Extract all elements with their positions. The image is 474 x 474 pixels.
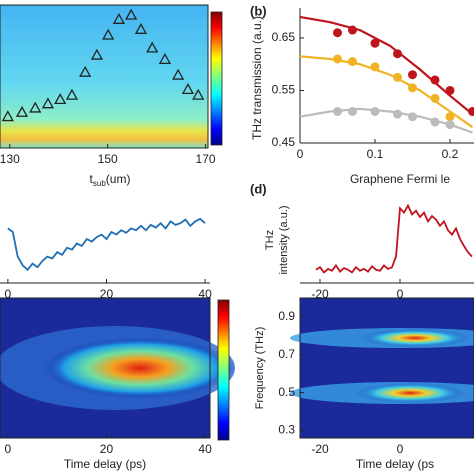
triangle-marker [146, 41, 159, 53]
x-label-main: t [90, 172, 94, 186]
triangle-marker [181, 83, 195, 95]
y-tick-label: 0.5 [278, 385, 295, 399]
x-axis-label: tsub(um) [90, 172, 131, 188]
fit-line [299, 15, 474, 115]
x-tick-label: -20 [311, 287, 329, 301]
triangle-marker [15, 105, 29, 117]
fit-line [299, 55, 474, 129]
x-label-unit: (um) [106, 172, 131, 186]
frame [0, 4, 209, 149]
data-point [333, 54, 342, 64]
x-tick-label: 40 [198, 287, 212, 301]
x-axis-label: Graphene Fermi le [350, 172, 450, 186]
triangle-marker [29, 101, 42, 113]
spectrogram-band [45, 338, 235, 398]
data-point [348, 25, 357, 35]
triangle-marker [54, 93, 67, 105]
y-tick-label: 0.45 [272, 135, 296, 149]
triangle-marker [158, 53, 172, 64]
x-tick-label: 0 [5, 442, 12, 456]
x-tick-label: 150 [98, 152, 118, 166]
spectrogram-band [355, 383, 465, 403]
data-point [393, 72, 402, 82]
data-point [333, 28, 342, 38]
data-point [348, 106, 357, 116]
triangle-marker [192, 88, 205, 100]
y-tick-label: 0.7 [278, 347, 295, 361]
triangle-marker [65, 88, 79, 100]
x-tick-label: 0.2 [442, 147, 459, 161]
colorbar [217, 299, 230, 441]
trace [7, 217, 206, 272]
y-axis-label: THz [264, 230, 276, 250]
x-tick-label: 0 [297, 147, 304, 161]
data-point [430, 93, 440, 103]
y-axis-label: intensity (a.u.) [278, 205, 290, 274]
x-axis-label: Time delay (ps) [64, 457, 146, 471]
spectrogram-band [360, 329, 470, 347]
data-point [370, 38, 380, 48]
data-point [445, 120, 455, 130]
frame [0, 297, 211, 439]
triangle-marker [172, 68, 185, 80]
data-point [408, 83, 417, 93]
triangle-marker [90, 48, 104, 60]
data-point [468, 106, 474, 116]
y-axis-label: THz transmission (a.u.) [250, 16, 264, 140]
triangle-marker [41, 97, 55, 109]
spectrogram [300, 298, 474, 438]
triangle-marker [79, 65, 92, 77]
x-tick-label: 170 [196, 152, 216, 166]
fit-line [299, 107, 473, 134]
panel-label: (b) [250, 3, 267, 18]
triangle-marker [125, 8, 138, 20]
triangle-marker [102, 28, 115, 40]
x-label-sub: sub [93, 179, 106, 188]
data-point [348, 57, 357, 67]
data-point [445, 112, 455, 122]
x-tick-label: 20 [100, 442, 114, 456]
x-tick-label: 0 [397, 287, 404, 301]
data-point [430, 75, 440, 85]
x-tick-label: 0 [397, 442, 404, 456]
triangle-marker [1, 110, 14, 122]
data-point [370, 106, 380, 116]
x-tick-label: 0.1 [367, 147, 384, 161]
x-tick-label: 20 [100, 287, 114, 301]
x-axis-label: Time delay (ps [356, 457, 434, 471]
x-tick-label: 0 [5, 287, 12, 301]
y-tick-label: 0.3 [278, 423, 295, 437]
data-point [408, 70, 417, 80]
data-point [445, 85, 455, 95]
x-tick-label: 130 [0, 152, 20, 166]
x-tick-label: -20 [311, 442, 329, 456]
y-axis-label: Frequency (THz) [254, 327, 266, 410]
heatmap [0, 5, 208, 148]
data-point [393, 109, 402, 119]
panel-label: (d) [250, 181, 267, 196]
data-point [408, 112, 417, 122]
triangle-marker [134, 22, 148, 34]
y-tick-label: 0.9 [278, 309, 295, 323]
y-tick-label: 0.65 [272, 30, 296, 44]
data-point [430, 117, 440, 127]
data-point [370, 62, 380, 72]
frame [299, 297, 474, 439]
triangle-marker [112, 12, 126, 24]
x-tick-label: 40 [198, 442, 212, 456]
y-tick-label: 0.55 [272, 83, 296, 97]
trace [315, 203, 473, 274]
colorbar [210, 11, 223, 146]
data-point [393, 49, 402, 59]
data-point [333, 106, 342, 116]
